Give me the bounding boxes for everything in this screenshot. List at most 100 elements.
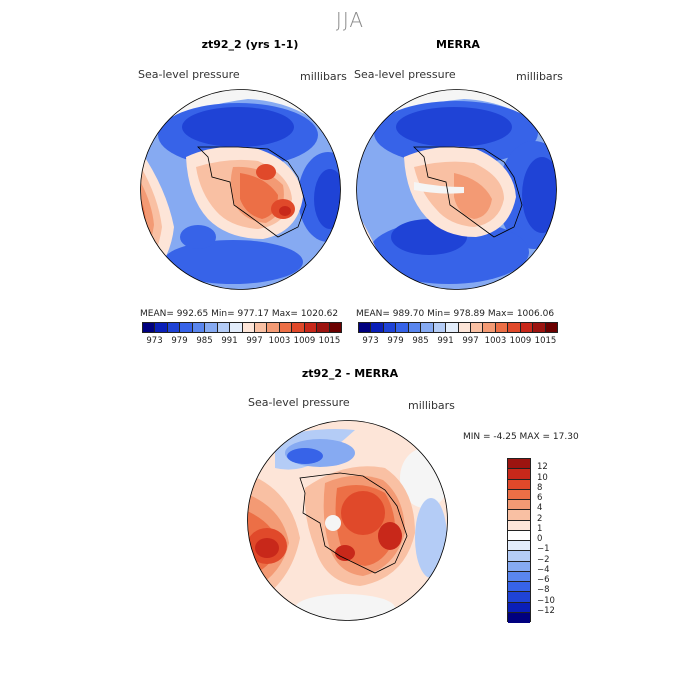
colorbar-swatch bbox=[508, 582, 530, 593]
colorbar-tick-label: 1003 bbox=[484, 336, 507, 346]
colorbar-swatch bbox=[396, 323, 409, 332]
colorbar-swatch bbox=[508, 612, 530, 623]
colorbar-swatch bbox=[508, 530, 530, 541]
colorbar-swatch bbox=[508, 489, 530, 500]
colorbar-swatch bbox=[508, 469, 530, 480]
colorbar-swatch bbox=[533, 323, 546, 332]
colorbar-swatch bbox=[508, 520, 530, 531]
panel-3-min-max: MIN = -4.25 MAX = 17.30 bbox=[463, 432, 579, 442]
colorbar-swatch bbox=[143, 323, 156, 332]
colorbar-tick-label: 1 bbox=[537, 523, 543, 534]
colorbar-swatch bbox=[383, 323, 397, 332]
panel-3-units: millibars bbox=[408, 399, 455, 412]
colorbar-swatch bbox=[279, 323, 293, 332]
colorbar-swatch bbox=[408, 323, 422, 332]
colorbar-swatch bbox=[508, 551, 530, 562]
panel-1-title: zt92_2 (yrs 1-1) bbox=[201, 38, 299, 51]
colorbar-swatch bbox=[304, 323, 318, 332]
colorbar-tick-label: −1 bbox=[537, 544, 550, 555]
colorbar-tick-label: −2 bbox=[537, 554, 550, 565]
colorbar-swatch bbox=[155, 323, 168, 332]
panel-1-colorbar-ticks: 973 979 985 991 997 1003 1009 1015 bbox=[142, 336, 342, 348]
colorbar-tick-label: −4 bbox=[537, 564, 550, 575]
colorbar-swatch bbox=[292, 323, 305, 332]
colorbar-swatch bbox=[205, 323, 218, 332]
panel-2-polar-map bbox=[356, 89, 557, 290]
colorbar-swatch bbox=[167, 323, 181, 332]
colorbar-swatch bbox=[254, 323, 268, 332]
colorbar-tick-label: 973 bbox=[146, 336, 163, 346]
colorbar-swatch bbox=[230, 323, 243, 332]
colorbar-tick-label: 979 bbox=[387, 336, 404, 346]
colorbar-swatch bbox=[192, 323, 206, 332]
colorbar-tick-label: 985 bbox=[412, 336, 429, 346]
colorbar-swatch bbox=[508, 510, 530, 521]
panel-1-variable: Sea-level pressure bbox=[138, 68, 240, 81]
colorbar-swatch bbox=[180, 323, 193, 332]
colorbar-tick-label: 997 bbox=[462, 336, 479, 346]
colorbar-tick-label: 1009 bbox=[509, 336, 532, 346]
panel-1-polar-map bbox=[140, 89, 341, 290]
colorbar-swatch bbox=[508, 459, 530, 470]
colorbar-tick-label: 2 bbox=[537, 513, 543, 524]
colorbar-tick-label: 979 bbox=[171, 336, 188, 346]
colorbar-swatch bbox=[508, 592, 530, 603]
colorbar-tick-label: 0 bbox=[537, 534, 543, 544]
panel-3-variable: Sea-level pressure bbox=[248, 396, 350, 409]
colorbar-swatch bbox=[508, 323, 521, 332]
colorbar-tick-label: −6 bbox=[537, 575, 550, 585]
panel-1-colorbar bbox=[142, 322, 342, 333]
colorbar-swatch bbox=[483, 323, 496, 332]
panel-3-colorbar bbox=[507, 458, 531, 623]
colorbar-swatch bbox=[371, 323, 384, 332]
colorbar-swatch bbox=[359, 323, 372, 332]
colorbar-tick-label: −12 bbox=[537, 605, 555, 616]
colorbar-swatch bbox=[508, 500, 530, 511]
panel-2-units: millibars bbox=[516, 70, 563, 83]
colorbar-swatch bbox=[242, 323, 255, 332]
colorbar-swatch bbox=[421, 323, 434, 332]
panel-3-title: zt92_2 - MERRA bbox=[301, 367, 399, 380]
colorbar-swatch bbox=[317, 323, 330, 332]
panel-2-stats: MEAN= 989.70 Min= 978.89 Max= 1006.06 bbox=[356, 309, 555, 319]
panel-3-colorbar-ticks: 12 10 8 6 4 2 1 0 −1 −2 −4 −6 −8 −10 −12 bbox=[537, 458, 577, 622]
panel-2-colorbar-ticks: 973 979 985 991 997 1003 1009 1015 bbox=[358, 336, 558, 348]
colorbar-swatch bbox=[508, 479, 530, 490]
colorbar-tick-label: 1015 bbox=[318, 336, 341, 346]
colorbar-tick-label: 1009 bbox=[293, 336, 316, 346]
panel-2-variable: Sea-level pressure bbox=[354, 68, 456, 81]
colorbar-swatch bbox=[446, 323, 459, 332]
colorbar-tick-label: 991 bbox=[221, 336, 238, 346]
panel-1-units: millibars bbox=[300, 70, 347, 83]
colorbar-tick-label: 991 bbox=[437, 336, 454, 346]
panel-2-colorbar bbox=[358, 322, 558, 333]
figure-season-title: JJA bbox=[335, 8, 365, 32]
colorbar-tick-label: 8 bbox=[537, 482, 543, 493]
colorbar-swatch bbox=[495, 323, 509, 332]
colorbar-tick-label: 997 bbox=[246, 336, 263, 346]
colorbar-tick-label: 10 bbox=[537, 472, 548, 483]
colorbar-swatch bbox=[508, 602, 530, 613]
colorbar-swatch bbox=[470, 323, 484, 332]
panel-1-stats: MEAN= 992.65 Min= 977.17 Max= 1020.62 bbox=[140, 309, 339, 319]
colorbar-swatch bbox=[545, 323, 557, 332]
colorbar-swatch bbox=[508, 561, 530, 572]
colorbar-swatch bbox=[508, 571, 530, 582]
colorbar-tick-label: 1003 bbox=[268, 336, 291, 346]
colorbar-swatch bbox=[433, 323, 447, 332]
colorbar-tick-label: −10 bbox=[537, 595, 555, 606]
colorbar-tick-label: 4 bbox=[537, 503, 543, 514]
colorbar-swatch bbox=[217, 323, 231, 332]
colorbar-tick-label: 973 bbox=[362, 336, 379, 346]
colorbar-swatch bbox=[458, 323, 471, 332]
colorbar-tick-label: 985 bbox=[196, 336, 213, 346]
colorbar-swatch bbox=[329, 323, 341, 332]
colorbar-tick-label: 6 bbox=[537, 493, 543, 503]
colorbar-swatch bbox=[508, 541, 530, 552]
colorbar-swatch bbox=[520, 323, 534, 332]
panel-3-polar-map bbox=[247, 420, 448, 621]
panel-2-title: MERRA bbox=[436, 38, 480, 51]
colorbar-tick-label: 12 bbox=[537, 462, 548, 473]
colorbar-tick-label: 1015 bbox=[534, 336, 557, 346]
colorbar-tick-label: −8 bbox=[537, 585, 550, 596]
